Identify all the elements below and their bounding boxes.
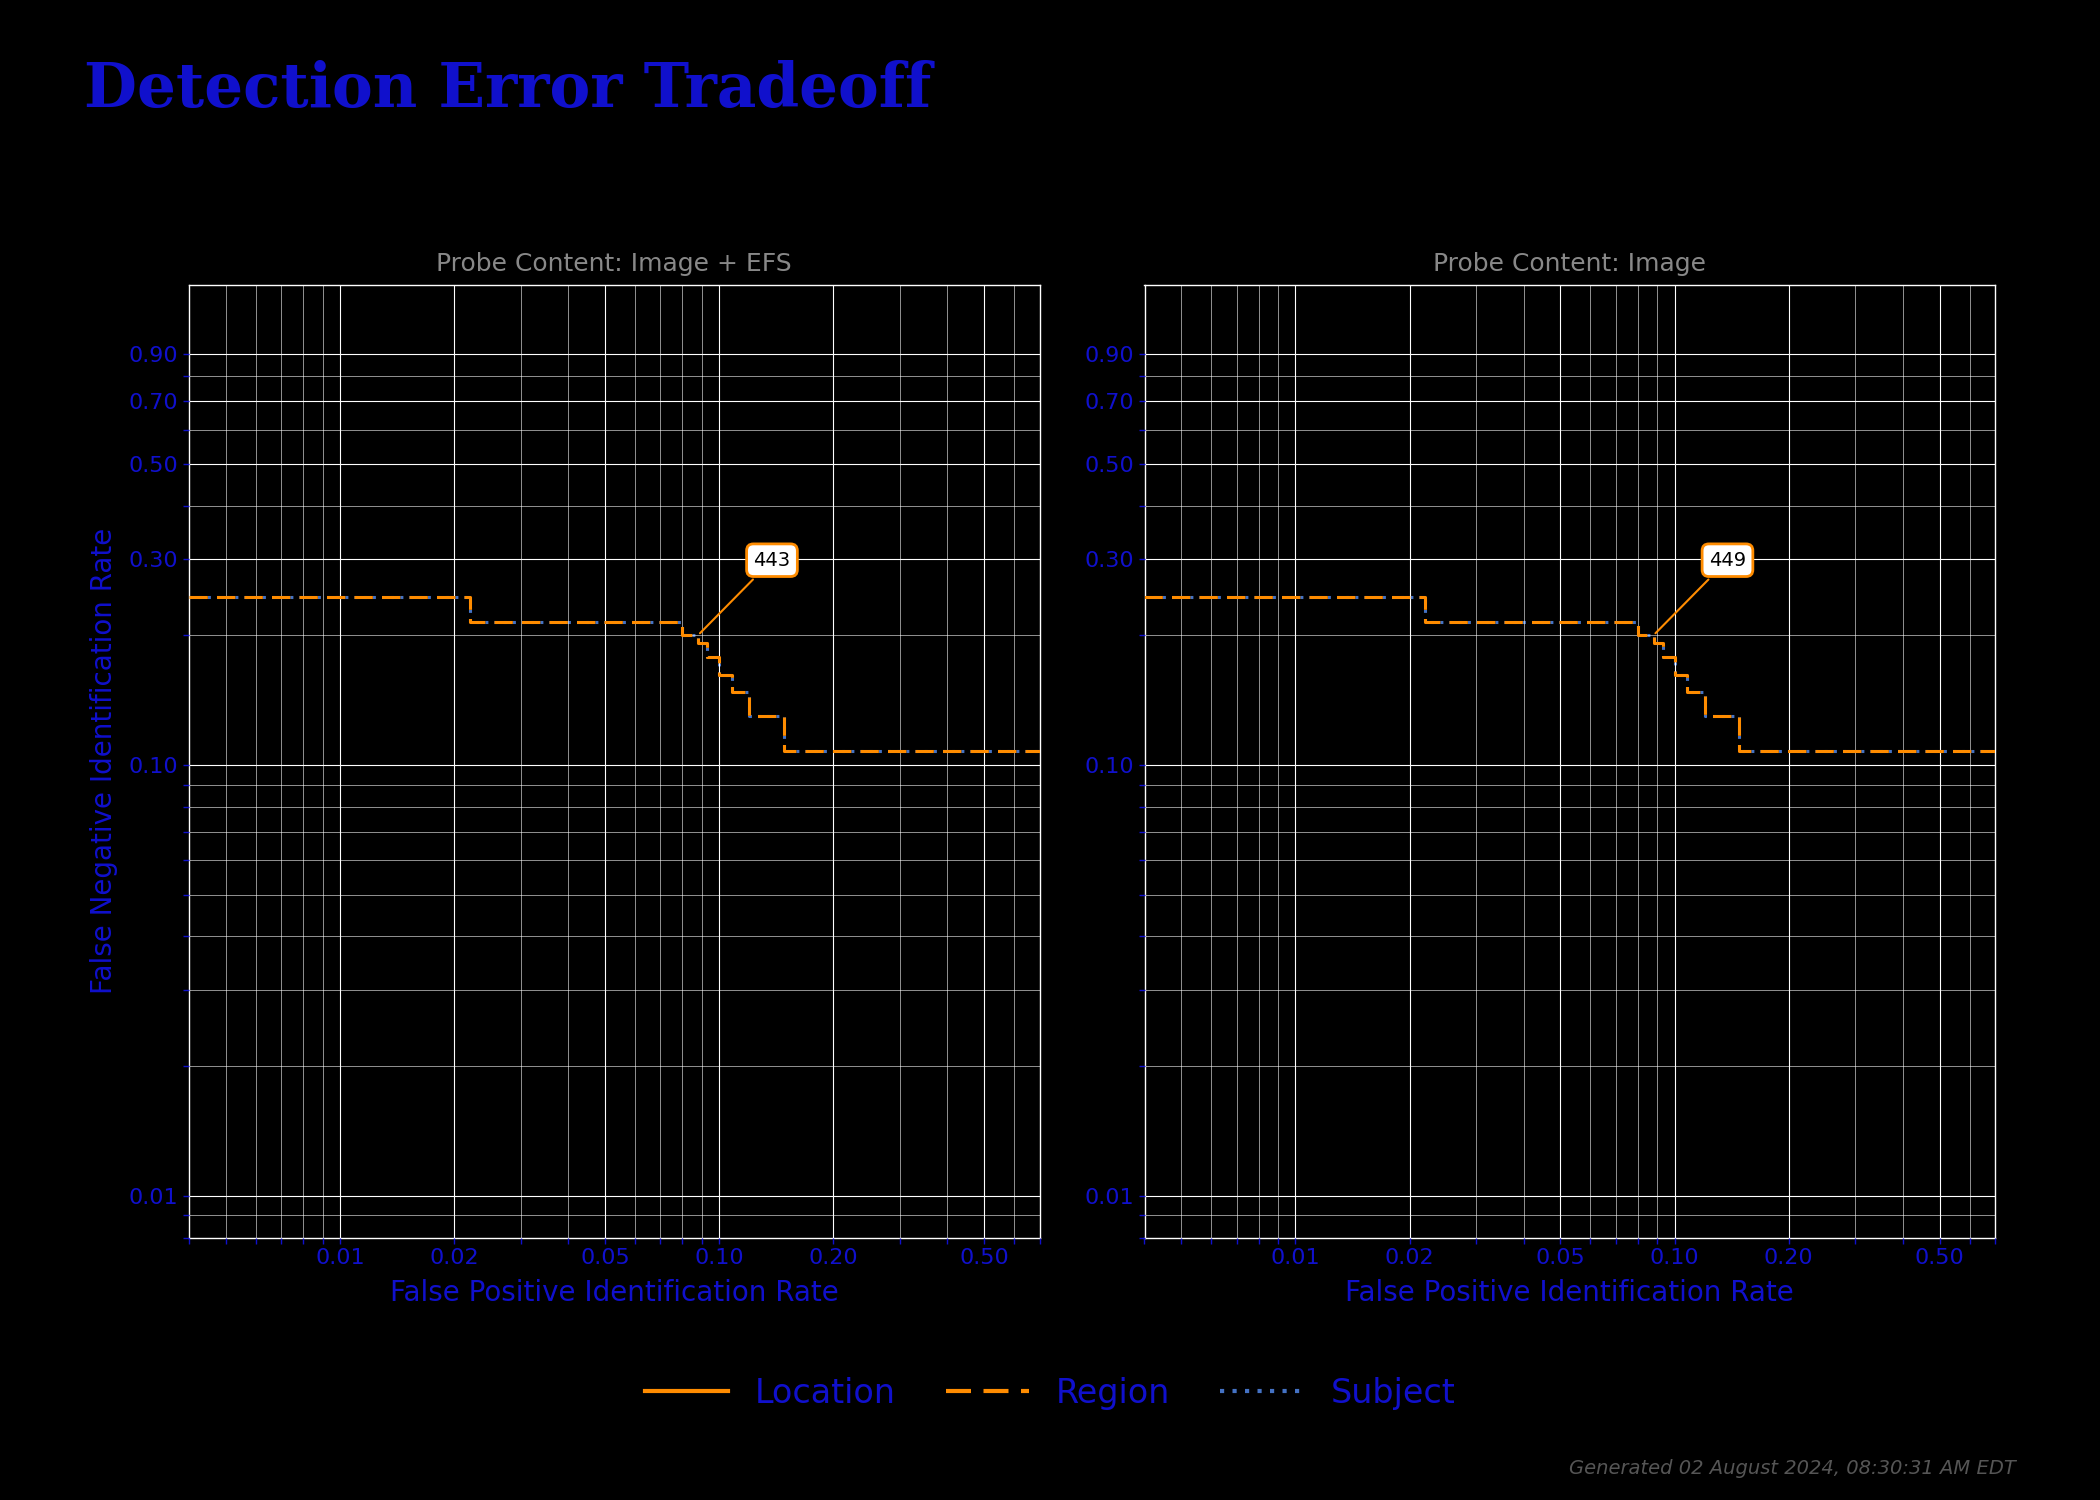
Text: Generated 02 August 2024, 08:30:31 AM EDT: Generated 02 August 2024, 08:30:31 AM ED… bbox=[1569, 1458, 2016, 1478]
Text: 449: 449 bbox=[1655, 550, 1745, 633]
X-axis label: False Positive Identification Rate: False Positive Identification Rate bbox=[391, 1280, 838, 1306]
Legend: Location, Region, Subject: Location, Region, Subject bbox=[632, 1364, 1468, 1424]
Text: Detection Error Tradeoff: Detection Error Tradeoff bbox=[84, 60, 930, 120]
Title: Probe Content: Image: Probe Content: Image bbox=[1432, 252, 1705, 276]
X-axis label: False Positive Identification Rate: False Positive Identification Rate bbox=[1346, 1280, 1793, 1306]
Title: Probe Content: Image + EFS: Probe Content: Image + EFS bbox=[437, 252, 792, 276]
Y-axis label: False Negative Identification Rate: False Negative Identification Rate bbox=[90, 528, 118, 994]
Text: 443: 443 bbox=[699, 550, 790, 633]
